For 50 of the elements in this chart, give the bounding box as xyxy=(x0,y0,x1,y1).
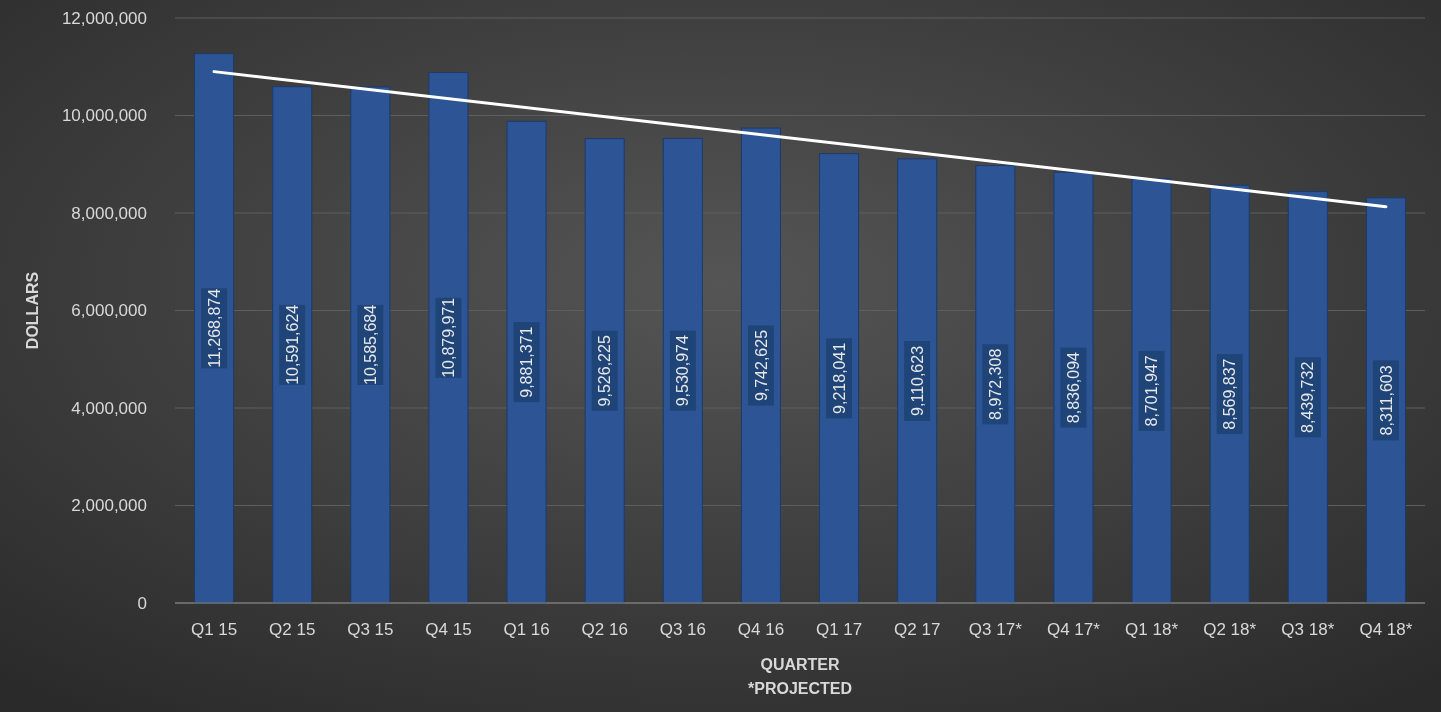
data-label: 8,439,732 xyxy=(1299,361,1317,433)
x-tick-label: Q3 18* xyxy=(1281,620,1335,639)
y-tick-label: 10,000,000 xyxy=(61,106,147,126)
data-label: 9,110,623 xyxy=(908,345,926,416)
bar xyxy=(272,86,313,604)
data-label: 11,268,874 xyxy=(205,288,223,368)
y-tick-label: 0 xyxy=(137,593,147,613)
data-label: 8,701,947 xyxy=(1143,355,1161,427)
data-label: 10,879,971 xyxy=(440,297,458,378)
bar xyxy=(740,127,781,604)
x-tick-label: Q1 17 xyxy=(815,620,863,639)
x-tick-label: Q1 15 xyxy=(190,620,238,639)
data-label: 10,591,624 xyxy=(283,304,301,385)
data-label: 9,881,371 xyxy=(518,326,536,398)
x-tick-label: Q4 18* xyxy=(1359,620,1413,639)
x-tick-label: Q3 17* xyxy=(968,620,1023,639)
y-axis-title: DOLLARS xyxy=(24,271,41,350)
bar xyxy=(506,120,547,604)
x-axis-title: QUARTER xyxy=(760,656,840,673)
data-label: 10,585,684 xyxy=(361,304,379,386)
bar xyxy=(584,138,625,604)
x-tick-label: Q3 16 xyxy=(659,620,706,639)
data-label: 8,311,603 xyxy=(1377,365,1395,436)
x-tick-label: Q2 17 xyxy=(894,620,941,639)
y-tick-label: 2,000,000 xyxy=(71,496,147,516)
y-tick-label: 4,000,000 xyxy=(71,398,147,418)
x-tick-label: Q2 18* xyxy=(1203,620,1257,639)
bar xyxy=(350,86,391,604)
bar xyxy=(194,53,235,604)
data-label: 9,742,625 xyxy=(752,329,770,402)
data-label: 8,569,837 xyxy=(1221,358,1239,430)
data-label: 9,526,225 xyxy=(596,335,614,407)
x-tick-label: Q4 15 xyxy=(425,620,472,639)
x-tick-label: Q2 15 xyxy=(269,620,316,639)
data-label: 8,972,308 xyxy=(986,348,1004,420)
x-tick-label: Q4 16 xyxy=(737,620,785,639)
text: *PROJECTED xyxy=(747,680,853,697)
x-tick-label: Q2 16 xyxy=(581,620,628,639)
x-tick-label: Q1 18* xyxy=(1125,620,1179,639)
bar xyxy=(428,72,469,604)
x-tick-label: Q1 16 xyxy=(503,620,550,639)
y-tick-label: 6,000,000 xyxy=(71,301,147,321)
x-tick-label: Q4 17* xyxy=(1046,620,1101,639)
bar xyxy=(662,137,703,604)
y-tick-label: 8,000,000 xyxy=(71,203,147,223)
y-tick-label: 12,000,000 xyxy=(61,8,147,28)
data-label: 9,218,041 xyxy=(830,342,848,414)
data-label: 9,530,974 xyxy=(674,334,692,407)
data-label: 8,836,094 xyxy=(1065,351,1083,424)
x-tick-label: Q3 15 xyxy=(347,620,394,639)
